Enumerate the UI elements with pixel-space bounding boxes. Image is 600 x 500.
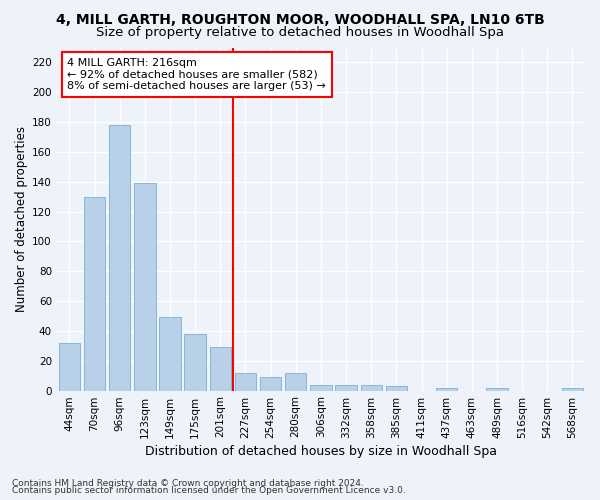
Bar	[84, 196, 105, 390]
Bar	[209, 348, 231, 391]
Text: 4, MILL GARTH, ROUGHTON MOOR, WOODHALL SPA, LN10 6TB: 4, MILL GARTH, ROUGHTON MOOR, WOODHALL S…	[56, 12, 544, 26]
Text: Contains public sector information licensed under the Open Government Licence v3: Contains public sector information licen…	[12, 486, 406, 495]
Bar	[436, 388, 457, 390]
Bar	[184, 334, 206, 390]
Bar	[310, 384, 332, 390]
Text: Contains HM Land Registry data © Crown copyright and database right 2024.: Contains HM Land Registry data © Crown c…	[12, 478, 364, 488]
Bar	[260, 377, 281, 390]
Text: 4 MILL GARTH: 216sqm
← 92% of detached houses are smaller (582)
8% of semi-detac: 4 MILL GARTH: 216sqm ← 92% of detached h…	[67, 58, 326, 91]
Bar	[109, 125, 130, 390]
Bar	[285, 372, 307, 390]
Bar	[562, 388, 583, 390]
X-axis label: Distribution of detached houses by size in Woodhall Spa: Distribution of detached houses by size …	[145, 444, 497, 458]
Bar	[134, 183, 155, 390]
Y-axis label: Number of detached properties: Number of detached properties	[15, 126, 28, 312]
Bar	[235, 372, 256, 390]
Bar	[59, 343, 80, 390]
Bar	[486, 388, 508, 390]
Bar	[386, 386, 407, 390]
Bar	[159, 318, 181, 390]
Bar	[361, 384, 382, 390]
Text: Size of property relative to detached houses in Woodhall Spa: Size of property relative to detached ho…	[96, 26, 504, 39]
Bar	[335, 384, 357, 390]
